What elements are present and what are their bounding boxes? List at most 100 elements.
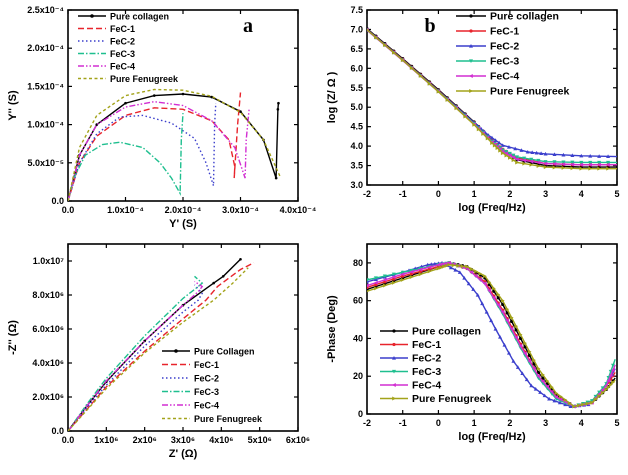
data-point [439, 265, 444, 270]
data-point [597, 162, 601, 167]
data-point [536, 370, 541, 375]
x-tick-label: 1 [472, 189, 477, 199]
data-point [383, 43, 387, 47]
data-point [606, 154, 611, 159]
data-point [152, 94, 156, 97]
legend-item: FeC-1 [78, 24, 135, 34]
data-point [436, 89, 441, 94]
data-point [487, 280, 492, 285]
legend-item: FeC-2 [78, 37, 135, 47]
legend-item: FeC-3 [456, 56, 519, 68]
data-point [495, 146, 500, 151]
data-point [606, 385, 611, 390]
data-point [469, 44, 473, 48]
data-point [507, 153, 512, 158]
data-point [392, 383, 396, 387]
data-point [536, 160, 541, 165]
data-point [561, 160, 566, 165]
series-pure-fenugreek [367, 28, 617, 171]
chart-panel-a: 0.0 1.0x10⁻⁴ 2.0x10⁻⁴ 3.0x10⁻⁴ 4.0x10⁻⁴ 0.0 5.… [7, 5, 316, 230]
data-point [579, 166, 584, 171]
data-point [490, 141, 494, 145]
legend-item: FeC-2 [456, 41, 519, 53]
data-point [600, 387, 605, 392]
data-point [514, 324, 519, 329]
data-point [558, 397, 563, 402]
data-point [530, 150, 535, 155]
y-tick-label: 6.5 [350, 44, 363, 54]
legend-label: FeC-4 [194, 401, 219, 411]
data-point [451, 263, 456, 268]
data-point [561, 162, 566, 167]
data-point [552, 165, 557, 170]
panel-label: b [424, 15, 435, 37]
legend-item: Pure collagen [380, 326, 481, 338]
legend-label: Pure Fenugreek [412, 393, 492, 405]
y-tick-label: 4.5 [350, 122, 363, 132]
x-tick-label: 1 [472, 418, 477, 428]
panel-label: a [243, 15, 253, 37]
y-tick-label: 2.5x10⁻⁴ [27, 5, 64, 15]
data-point [409, 275, 414, 280]
data-point [545, 384, 550, 389]
y-axis-label: -Z'' (Ω) [7, 320, 19, 355]
data-point [441, 264, 446, 269]
plot-frame [366, 243, 618, 415]
legend-label: FeC-3 [412, 366, 441, 378]
data-point [482, 281, 487, 286]
legend-item: Pure collagen [78, 12, 169, 22]
data-point [383, 283, 387, 288]
data-point [549, 389, 554, 394]
x-tick-label: 3.0x10⁻⁴ [222, 205, 259, 215]
legend-marker [174, 349, 178, 353]
data-point [541, 372, 545, 377]
data-point [487, 288, 492, 293]
data-point [473, 274, 478, 279]
data-point [460, 264, 465, 269]
legend-label: Pure Fenugreek [490, 86, 570, 98]
data-point [447, 262, 452, 267]
data-point [570, 160, 575, 165]
y-tick-label: 3.0 [350, 180, 363, 190]
data-point [529, 162, 534, 167]
data-point [481, 131, 486, 136]
x-tick-label: 6x10⁶ [286, 435, 310, 445]
legend-item: FeC-3 [162, 387, 219, 397]
legend-item: Pure Fenugreek [380, 393, 492, 405]
chart-panel-d: -2 -1 0 1 2 3 4 5 0 20 40 60 80 log (Freq/Hz) -Phase (… [326, 243, 620, 443]
series-line [68, 262, 255, 431]
data-point [436, 266, 441, 271]
data-point [429, 262, 434, 266]
data-point [514, 335, 518, 340]
data-point [585, 401, 590, 406]
data-point [500, 151, 505, 156]
data-point [391, 280, 396, 285]
data-point [181, 92, 185, 96]
data-point [515, 155, 519, 159]
data-point [212, 281, 215, 285]
plot-frame [67, 243, 299, 432]
legend-label: Pure collagen [490, 11, 559, 23]
data-point [542, 393, 547, 398]
y-tick-label: 0 [358, 409, 363, 419]
data-point [476, 127, 481, 132]
y-tick-label: 5.0 [350, 102, 363, 112]
series-fec-4 [68, 280, 204, 431]
data-point [382, 274, 387, 279]
x-tick-label: 3x10⁶ [171, 435, 195, 445]
x-tick-label: 4 [579, 418, 584, 428]
data-point [505, 318, 509, 323]
data-point [392, 342, 396, 347]
data-point [597, 166, 602, 171]
data-point [497, 140, 502, 145]
data-point [536, 158, 541, 163]
data-point [469, 29, 473, 33]
y-tick-label: 6.0 [350, 63, 363, 73]
data-point [536, 163, 541, 168]
data-point [532, 358, 536, 363]
data-point [568, 404, 573, 409]
data-point [418, 267, 423, 272]
x-tick-label: 5 [614, 189, 619, 199]
data-point [515, 157, 519, 162]
data-point [508, 155, 512, 160]
